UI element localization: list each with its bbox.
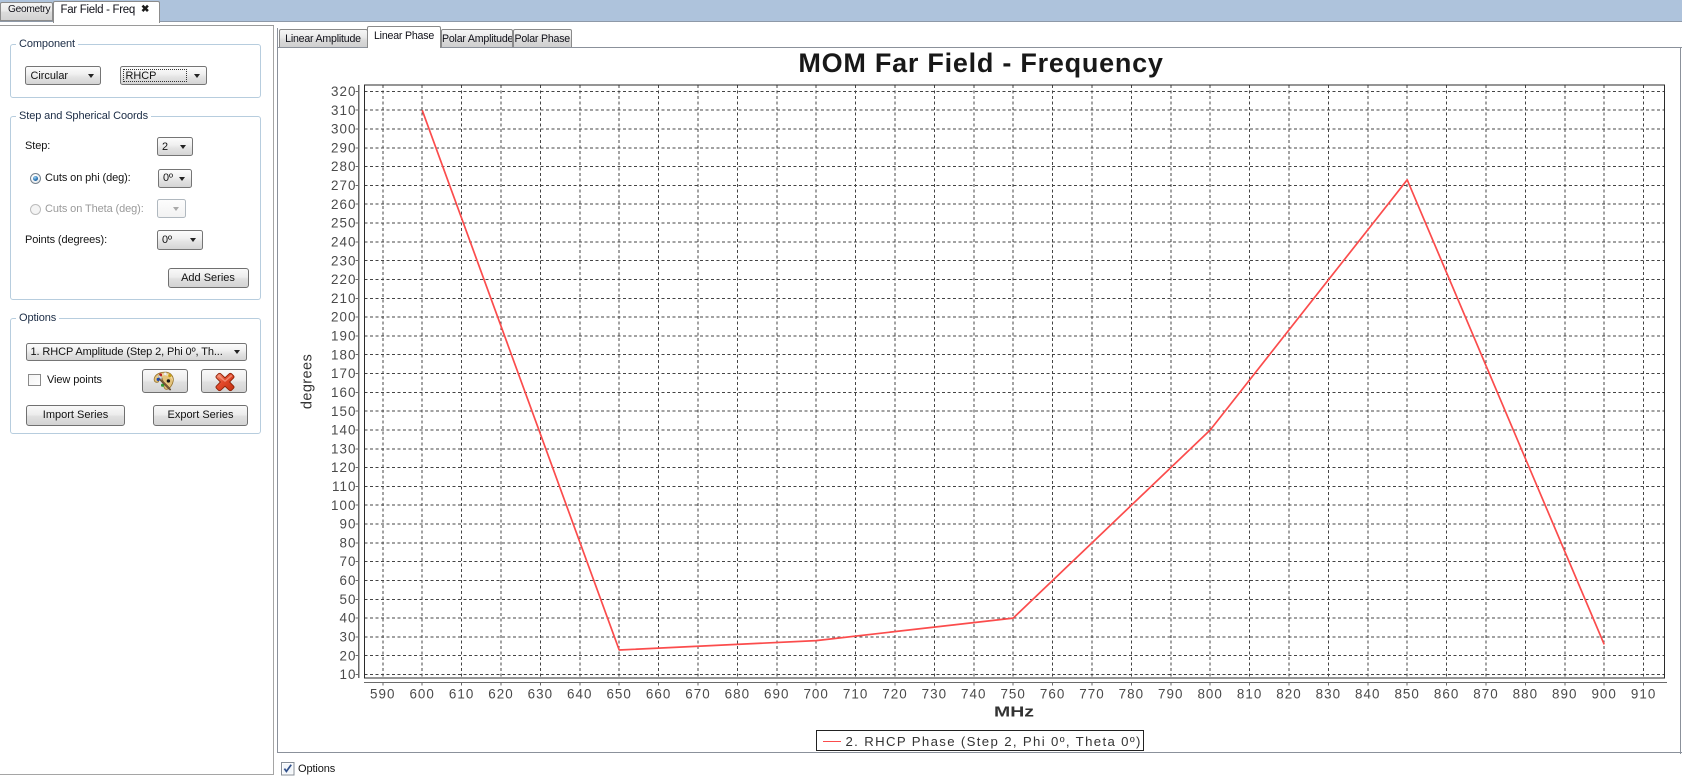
- svg-text:710: 710: [843, 687, 869, 702]
- svg-text:300: 300: [331, 122, 357, 137]
- svg-text:90: 90: [340, 517, 357, 532]
- svg-text:640: 640: [567, 687, 593, 702]
- svg-text:270: 270: [331, 178, 357, 193]
- svg-text:810: 810: [1237, 687, 1263, 702]
- svg-text:240: 240: [331, 235, 357, 250]
- svg-text:250: 250: [331, 216, 357, 231]
- svg-text:MHz: MHz: [994, 705, 1034, 721]
- svg-text:80: 80: [340, 535, 357, 550]
- svg-text:680: 680: [725, 687, 751, 702]
- svg-text:130: 130: [331, 441, 357, 456]
- svg-text:30: 30: [340, 630, 357, 645]
- svg-text:260: 260: [331, 197, 357, 212]
- svg-text:40: 40: [340, 611, 357, 626]
- svg-text:750: 750: [1000, 687, 1026, 702]
- svg-text:230: 230: [331, 253, 357, 268]
- svg-text:670: 670: [685, 687, 711, 702]
- svg-text:320: 320: [331, 84, 357, 99]
- svg-text:310: 310: [331, 103, 357, 118]
- svg-text:600: 600: [409, 687, 435, 702]
- svg-text:800: 800: [1197, 687, 1223, 702]
- svg-text:150: 150: [331, 404, 357, 419]
- svg-text:190: 190: [331, 329, 357, 344]
- svg-text:910: 910: [1631, 687, 1657, 702]
- svg-text:730: 730: [922, 687, 948, 702]
- svg-text:180: 180: [331, 347, 357, 362]
- svg-text:590: 590: [370, 687, 396, 702]
- svg-text:860: 860: [1434, 687, 1460, 702]
- svg-text:820: 820: [1276, 687, 1302, 702]
- svg-text:880: 880: [1513, 687, 1539, 702]
- svg-text:740: 740: [961, 687, 987, 702]
- svg-text:70: 70: [340, 554, 357, 569]
- svg-text:660: 660: [646, 687, 672, 702]
- svg-text:50: 50: [340, 592, 357, 607]
- svg-text:degrees: degrees: [300, 354, 316, 409]
- svg-text:620: 620: [488, 687, 514, 702]
- svg-text:60: 60: [340, 573, 357, 588]
- svg-text:10: 10: [340, 667, 357, 682]
- svg-text:280: 280: [331, 159, 357, 174]
- svg-text:120: 120: [331, 460, 357, 475]
- svg-text:780: 780: [1119, 687, 1145, 702]
- svg-text:160: 160: [331, 385, 357, 400]
- svg-text:790: 790: [1158, 687, 1184, 702]
- svg-text:140: 140: [331, 423, 357, 438]
- svg-text:170: 170: [331, 366, 357, 381]
- svg-text:100: 100: [331, 498, 357, 513]
- svg-text:700: 700: [803, 687, 829, 702]
- svg-text:630: 630: [528, 687, 554, 702]
- svg-text:110: 110: [332, 479, 357, 494]
- svg-text:890: 890: [1552, 687, 1578, 702]
- svg-text:840: 840: [1355, 687, 1381, 702]
- svg-text:210: 210: [331, 291, 357, 306]
- svg-text:900: 900: [1591, 687, 1617, 702]
- svg-text:760: 760: [1040, 687, 1066, 702]
- svg-text:870: 870: [1473, 687, 1499, 702]
- svg-text:200: 200: [331, 310, 357, 325]
- svg-text:830: 830: [1316, 687, 1342, 702]
- svg-text:690: 690: [764, 687, 790, 702]
- svg-text:610: 610: [449, 687, 475, 702]
- svg-text:720: 720: [882, 687, 908, 702]
- svg-text:850: 850: [1394, 687, 1420, 702]
- svg-text:290: 290: [331, 140, 357, 155]
- svg-text:20: 20: [340, 648, 357, 663]
- svg-text:220: 220: [331, 272, 357, 287]
- svg-text:650: 650: [606, 687, 632, 702]
- svg-text:770: 770: [1079, 687, 1105, 702]
